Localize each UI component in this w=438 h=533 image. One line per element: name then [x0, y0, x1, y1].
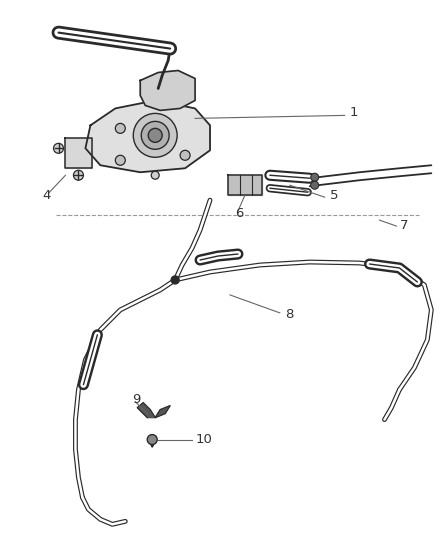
Circle shape	[171, 276, 179, 284]
Circle shape	[310, 181, 318, 189]
Polygon shape	[227, 175, 261, 195]
Text: 6: 6	[234, 207, 243, 220]
Text: 7: 7	[399, 219, 407, 232]
Polygon shape	[65, 139, 92, 168]
Text: 4: 4	[42, 189, 51, 201]
Circle shape	[133, 114, 177, 157]
Circle shape	[147, 434, 157, 445]
Text: 8: 8	[284, 309, 293, 321]
Circle shape	[310, 173, 318, 181]
Circle shape	[53, 143, 64, 154]
Circle shape	[148, 128, 162, 142]
Text: 1: 1	[349, 106, 357, 119]
Circle shape	[73, 170, 83, 180]
Text: 5: 5	[329, 189, 337, 201]
Circle shape	[151, 171, 159, 179]
Polygon shape	[155, 406, 170, 417]
Polygon shape	[85, 100, 209, 172]
Polygon shape	[140, 70, 194, 110]
Circle shape	[115, 155, 125, 165]
Text: 9: 9	[132, 393, 140, 406]
Circle shape	[180, 150, 190, 160]
Polygon shape	[137, 402, 155, 417]
Circle shape	[115, 123, 125, 133]
Text: 10: 10	[194, 433, 212, 446]
Circle shape	[141, 122, 169, 149]
